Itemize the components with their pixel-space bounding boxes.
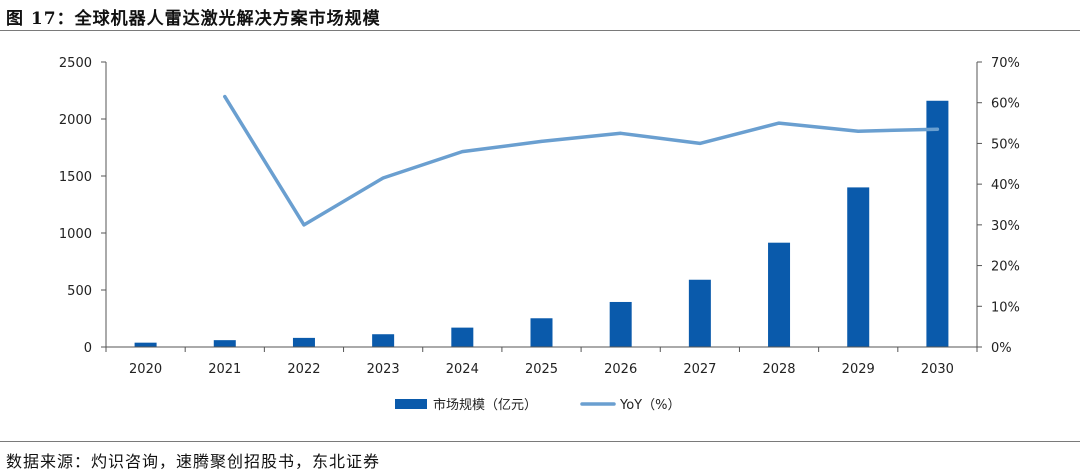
bar xyxy=(292,337,315,347)
bar xyxy=(688,279,711,347)
yoy-point xyxy=(460,150,464,154)
x-tick-label: 2020 xyxy=(129,362,162,377)
right-tick-label: 10% xyxy=(991,300,1020,315)
x-tick-label: 2028 xyxy=(762,362,795,377)
right-tick-label: 0% xyxy=(991,341,1012,356)
left-tick-label: 1000 xyxy=(59,227,92,242)
line-series xyxy=(223,94,940,227)
x-axis-ticks: 2020 2021 2022 2023 2024 2025 2026 2027 2028 2029… xyxy=(105,347,978,377)
right-axis-ticks: 0% 10% 20% 30% 40% 50% 60% 70% xyxy=(977,56,1020,356)
bar xyxy=(451,327,474,347)
right-tick-label: 40% xyxy=(991,178,1020,193)
yoy-point xyxy=(698,141,702,145)
left-tick-label: 500 xyxy=(67,284,92,299)
axes xyxy=(105,62,978,348)
right-tick-label: 20% xyxy=(991,260,1020,275)
yoy-point xyxy=(777,121,781,125)
yoy-point xyxy=(935,127,939,131)
legend-label-bar: 市场规模（亿元） xyxy=(433,397,537,413)
x-tick-label: 2026 xyxy=(604,362,637,377)
right-tick-label: 30% xyxy=(991,219,1020,234)
x-tick-label: 2023 xyxy=(367,362,400,377)
x-tick-label: 2027 xyxy=(683,362,716,377)
yoy-point xyxy=(856,129,860,133)
yoy-point xyxy=(540,139,543,143)
x-tick-label: 2025 xyxy=(525,362,558,377)
footer-divider xyxy=(0,441,1080,442)
yoy-point xyxy=(619,131,623,135)
bar xyxy=(847,187,870,347)
bar xyxy=(926,100,949,347)
x-tick-label: 2021 xyxy=(208,362,241,377)
bar xyxy=(134,342,157,347)
combo-chart: 0 500 1000 1500 2000 2500 0% 10% 20% 30% 40% 50% 60… xyxy=(59,56,1020,413)
legend-label-line: YoY（%） xyxy=(619,398,680,413)
x-tick-label: 2030 xyxy=(921,362,954,377)
left-tick-label: 0 xyxy=(84,341,92,356)
x-tick-label: 2022 xyxy=(287,362,320,377)
right-tick-label: 50% xyxy=(991,137,1020,152)
yoy-point xyxy=(381,176,385,180)
right-tick-label: 70% xyxy=(991,56,1020,71)
left-tick-label: 1500 xyxy=(59,170,92,185)
bar xyxy=(768,242,791,347)
chart-container: 0 500 1000 1500 2000 2500 0% 10% 20% 30% 40% 50% 60… xyxy=(0,31,1080,437)
right-tick-label: 60% xyxy=(991,97,1020,112)
left-axis-ticks: 0 500 1000 1500 2000 2500 xyxy=(59,56,106,356)
bar xyxy=(213,340,236,347)
legend-swatch-bar xyxy=(395,399,427,409)
x-tick-label: 2029 xyxy=(842,362,875,377)
yoy-line xyxy=(223,94,940,227)
x-tick-label: 2024 xyxy=(446,362,479,377)
bar-series xyxy=(134,100,949,347)
bar xyxy=(530,318,553,347)
source-note: 数据来源：灼识咨询，速腾聚创招股书，东北证券 xyxy=(6,452,381,471)
figure-title-bar: 图 17：全球机器人雷达激光解决方案市场规模 xyxy=(0,0,1080,31)
bar xyxy=(609,301,632,347)
left-tick-label: 2500 xyxy=(59,56,92,71)
yoy-point xyxy=(223,95,227,99)
left-tick-label: 2000 xyxy=(59,113,92,128)
figure-title: 图 17：全球机器人雷达激光解决方案市场规模 xyxy=(6,9,381,29)
legend: 市场规模（亿元） YoY（%） xyxy=(395,397,680,413)
bar xyxy=(372,334,395,347)
yoy-point xyxy=(302,223,306,227)
